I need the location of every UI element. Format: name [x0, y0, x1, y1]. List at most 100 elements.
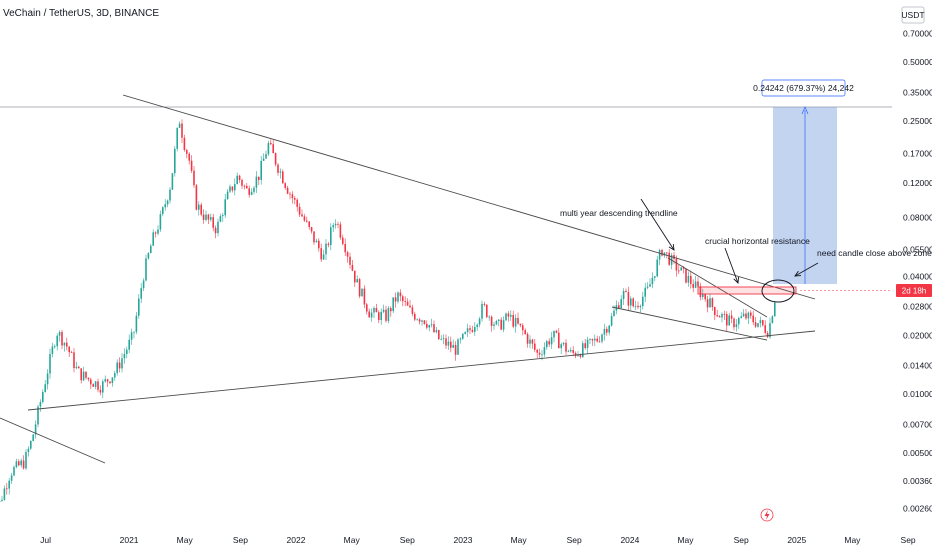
- arrow-to-circle: [794, 262, 819, 277]
- candle-body: [692, 284, 694, 288]
- candle-body: [678, 270, 680, 272]
- price-axis[interactable]: USDT 0.70000 0.50000 0.35000 0.25000 0.17000…: [892, 0, 932, 550]
- candle-body: [114, 373, 116, 378]
- candle-body: [200, 204, 202, 215]
- x-ticks-layer: MarJul2021MaySep2022MaySep2023MaySep2024…: [40, 535, 916, 545]
- candle-body: [507, 313, 510, 317]
- candle-body: [34, 424, 37, 435]
- candle-body: [296, 199, 298, 207]
- candle-body: [118, 362, 121, 369]
- candle-body: [270, 142, 272, 145]
- candle-body: [488, 316, 490, 318]
- candle-body: [406, 301, 409, 306]
- candle-body: [711, 298, 714, 308]
- currency-button[interactable]: [901, 6, 925, 24]
- candle-body: [505, 313, 507, 321]
- candle-body: [589, 338, 591, 340]
- candle-body: [75, 366, 78, 369]
- lightning-icon[interactable]: [760, 508, 774, 522]
- candle-body: [138, 298, 140, 316]
- candle-body: [642, 296, 644, 307]
- candle-body: [310, 227, 313, 232]
- candle-body: [486, 304, 488, 318]
- candle-body: [714, 307, 716, 316]
- x-tick-label: Sep: [901, 535, 916, 545]
- candle-body: [675, 258, 678, 271]
- candle-body: [399, 292, 402, 297]
- candle-body: [414, 313, 416, 320]
- candle-body: [70, 352, 73, 353]
- x-tick-label: 2024: [620, 535, 639, 545]
- candle-body: [265, 154, 267, 159]
- candle-body: [123, 354, 126, 359]
- candle-body: [181, 123, 183, 138]
- candle-body: [656, 259, 658, 277]
- candle-body: [536, 349, 538, 353]
- candle-body: [342, 237, 344, 244]
- candle-body: [766, 332, 769, 338]
- candle-body: [651, 277, 654, 285]
- candle-body: [543, 347, 546, 355]
- annotation-descending-trendline: multi year descending trendline: [560, 208, 678, 218]
- candle-body: [358, 279, 361, 297]
- multi-year-descending-trendline: [122, 94, 816, 300]
- countdown-label: 2d 18h: [902, 287, 926, 296]
- candle-body: [289, 193, 291, 195]
- candle-body: [538, 352, 541, 355]
- candle-body: [462, 333, 464, 339]
- candle-body: [39, 402, 42, 407]
- candle-body: [354, 270, 356, 283]
- candle-body: [510, 314, 512, 317]
- candle-body: [78, 366, 80, 369]
- wedge-upper-trendline: [667, 257, 768, 318]
- currency-label: USDT: [901, 10, 924, 20]
- candle-body: [522, 325, 524, 331]
- time-axis[interactable]: MarJul2021MaySep2022MaySep2023MaySep2024…: [0, 530, 932, 550]
- candle-body: [526, 334, 529, 344]
- y-ticks-layer: 0.70000 0.50000 0.35000 0.25000 0.17000 0.120…: [903, 29, 932, 514]
- candle-body: [474, 327, 476, 332]
- candle-body: [392, 297, 394, 312]
- candle-body: [687, 275, 690, 283]
- y-tick-label: 0.00700: [903, 419, 932, 429]
- candle-body: [308, 221, 310, 227]
- candle-body: [253, 187, 255, 192]
- candle-body: [409, 305, 411, 308]
- candle-body: [294, 198, 296, 200]
- candle-body: [416, 319, 418, 321]
- candle-body: [135, 315, 138, 332]
- arrow-to-trendline: [640, 198, 675, 251]
- candle-body: [166, 200, 169, 205]
- candle-body: [646, 286, 649, 288]
- candle-body: [694, 281, 697, 288]
- candle-body: [769, 323, 771, 338]
- candle-body: [217, 221, 219, 234]
- current-price-tag: 2d 18h: [896, 284, 932, 297]
- candle-body: [102, 381, 104, 393]
- candle-body: [66, 342, 68, 347]
- candle-body: [478, 318, 481, 325]
- candle-body: [210, 217, 212, 220]
- candle-body: [190, 160, 193, 171]
- candle-body: [726, 314, 728, 326]
- candle-body: [428, 325, 430, 328]
- candle-body: [61, 332, 63, 346]
- candle-body: [750, 312, 752, 316]
- candle-body: [690, 275, 692, 284]
- candle-body: [214, 227, 217, 234]
- y-tick-label: 0.08000: [903, 213, 932, 223]
- candle-body: [49, 353, 51, 374]
- candle-body: [258, 176, 260, 180]
- candle-body: [267, 142, 270, 155]
- candle-body: [97, 381, 99, 390]
- candle-body: [92, 384, 94, 387]
- candle-body: [550, 337, 553, 345]
- candle-body: [363, 288, 366, 305]
- x-tick-label: 2025: [787, 535, 806, 545]
- candle-body: [541, 354, 543, 356]
- candle-body: [207, 214, 210, 220]
- candle-body: [193, 170, 195, 186]
- early-descending-trendline: [0, 417, 106, 464]
- candle-body: [718, 316, 721, 318]
